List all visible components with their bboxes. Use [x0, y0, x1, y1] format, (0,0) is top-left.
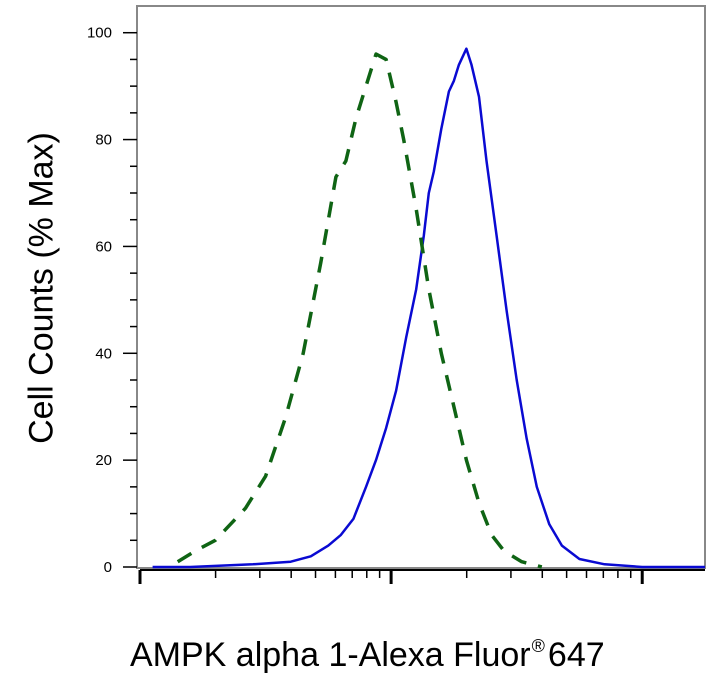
y-tick-label: 100 — [87, 25, 112, 42]
y-axis: 0 20 40 60 80 100 — [87, 6, 138, 576]
x-axis-label-main: AMPK alpha 1-Alexa Fluor — [130, 636, 531, 674]
y-tick-label: 20 — [95, 452, 112, 469]
x-axis — [138, 569, 705, 584]
y-tick-label: 40 — [95, 345, 112, 362]
registered-mark: ® — [531, 636, 545, 656]
series-layer — [152, 47, 705, 569]
x-axis-label: AMPK alpha 1-Alexa Fluor®647 — [130, 636, 605, 675]
y-tick-label: 80 — [95, 132, 112, 149]
x-axis-label-tail: 647 — [547, 636, 605, 674]
y-tick-label: 60 — [95, 238, 112, 255]
series-line-1 — [152, 47, 705, 569]
plot-frame — [136, 5, 706, 569]
series-line-2 — [176, 52, 543, 569]
y-tick-label: 0 — [104, 559, 112, 576]
